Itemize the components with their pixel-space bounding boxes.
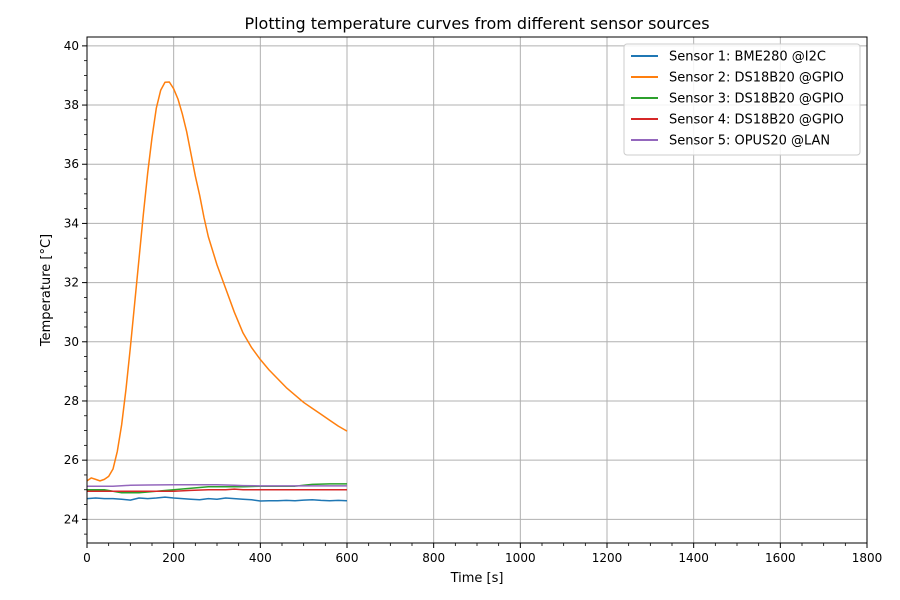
y-tick-label: 26 — [64, 453, 79, 467]
x-tick-label: 1200 — [592, 551, 623, 565]
legend-label-4: Sensor 4: DS18B20 @GPIO — [669, 113, 844, 128]
series-line-4 — [87, 488, 347, 492]
legend-label-5: Sensor 5: OPUS20 @LAN — [669, 134, 830, 149]
x-tick-label: 400 — [249, 551, 272, 565]
x-tick-label: 1800 — [852, 551, 883, 565]
legend-label-3: Sensor 3: DS18B20 @GPIO — [669, 92, 844, 107]
series-lines — [86, 81, 348, 502]
y-tick-label: 32 — [64, 276, 79, 290]
y-tick-label: 28 — [64, 394, 79, 408]
y-tick-label: 30 — [64, 335, 79, 349]
chart-title: Plotting temperature curves from differe… — [244, 14, 709, 33]
y-tick-label: 36 — [64, 157, 79, 171]
x-tick-label: 1000 — [505, 551, 536, 565]
x-tick-label: 1600 — [765, 551, 796, 565]
series-line-2 — [86, 81, 348, 482]
legend-box — [623, 43, 861, 156]
x-tick-label: 1400 — [678, 551, 709, 565]
x-tick-label: 0 — [83, 551, 91, 565]
y-tick-label: 34 — [64, 216, 79, 230]
x-tick-label: 800 — [422, 551, 445, 565]
legend-label-1: Sensor 1: BME280 @I2C — [669, 50, 826, 65]
y-tick-label: 24 — [64, 512, 79, 526]
series-line-3 — [87, 483, 347, 494]
y-tick-label: 38 — [64, 98, 79, 112]
x-tick-label: 200 — [162, 551, 185, 565]
x-axis: 0 200 400 600 800 1000 1200 1400 1600 1800 — [83, 543, 882, 565]
x-tick-label: 600 — [336, 551, 359, 565]
series-line-5 — [87, 483, 347, 487]
x-axis-label: Time [s] — [450, 571, 504, 586]
y-axis-label: Temperature [°C] — [39, 234, 54, 347]
y-tick-label: 40 — [64, 39, 79, 53]
series-line-1 — [86, 496, 348, 502]
legend-label-2: Sensor 2: DS18B20 @GPIO — [669, 71, 844, 86]
legend: Sensor 1: BME280 @I2C Sensor 2: DS18B20 @… — [623, 43, 861, 156]
y-axis: 24 26 28 30 32 34 36 38 40 — [64, 39, 87, 535]
